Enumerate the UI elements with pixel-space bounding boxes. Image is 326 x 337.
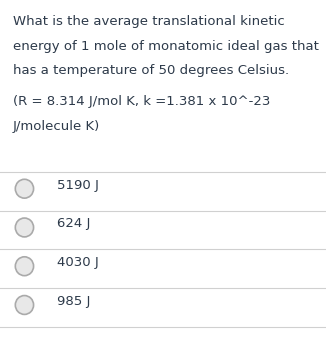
Text: 624 J: 624 J xyxy=(57,217,90,231)
Text: What is the average translational kinetic: What is the average translational kineti… xyxy=(13,15,285,28)
Text: 4030 J: 4030 J xyxy=(57,256,99,269)
Circle shape xyxy=(15,257,34,276)
Circle shape xyxy=(15,179,34,198)
Text: 985 J: 985 J xyxy=(57,295,90,308)
Text: J/molecule K): J/molecule K) xyxy=(13,120,100,133)
Circle shape xyxy=(15,296,34,314)
Circle shape xyxy=(15,218,34,237)
Text: 5190 J: 5190 J xyxy=(57,179,99,192)
Text: has a temperature of 50 degrees Celsius.: has a temperature of 50 degrees Celsius. xyxy=(13,64,289,78)
Text: energy of 1 mole of monatomic ideal gas that: energy of 1 mole of monatomic ideal gas … xyxy=(13,40,319,53)
Text: (R = 8.314 J/mol K, k =1.381 x 10^-23: (R = 8.314 J/mol K, k =1.381 x 10^-23 xyxy=(13,95,270,108)
